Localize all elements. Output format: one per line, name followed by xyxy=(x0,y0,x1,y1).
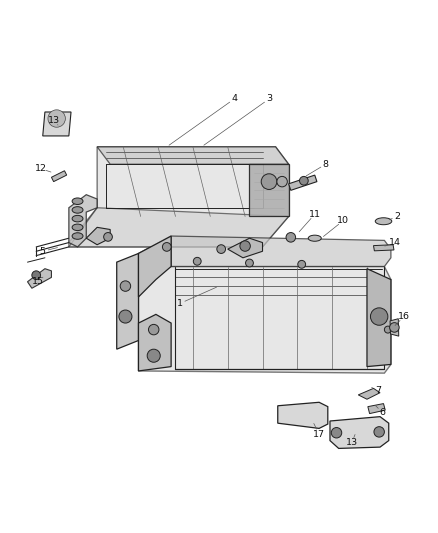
Text: 4: 4 xyxy=(231,94,237,103)
Text: 17: 17 xyxy=(313,430,325,439)
Text: 6: 6 xyxy=(379,408,385,417)
Circle shape xyxy=(240,241,251,251)
Circle shape xyxy=(120,281,131,292)
Ellipse shape xyxy=(72,233,83,239)
Circle shape xyxy=(162,243,171,251)
Text: 15: 15 xyxy=(32,277,44,286)
Polygon shape xyxy=(43,112,71,136)
Polygon shape xyxy=(86,228,110,245)
Ellipse shape xyxy=(308,235,321,241)
Polygon shape xyxy=(117,254,138,349)
Polygon shape xyxy=(278,402,328,429)
Polygon shape xyxy=(69,208,289,247)
Polygon shape xyxy=(171,236,391,266)
Circle shape xyxy=(148,325,159,335)
Circle shape xyxy=(147,349,160,362)
Circle shape xyxy=(277,176,287,187)
Polygon shape xyxy=(374,245,394,251)
Text: 10: 10 xyxy=(337,216,349,225)
Text: 14: 14 xyxy=(389,238,401,247)
Text: 13: 13 xyxy=(346,438,358,447)
Circle shape xyxy=(371,308,388,325)
Text: 3: 3 xyxy=(266,94,272,103)
Polygon shape xyxy=(138,236,391,373)
Circle shape xyxy=(390,322,399,332)
Ellipse shape xyxy=(72,215,83,222)
Text: 5: 5 xyxy=(40,247,46,256)
Circle shape xyxy=(48,110,65,127)
Text: 12: 12 xyxy=(35,164,46,173)
Circle shape xyxy=(32,271,41,279)
Text: 7: 7 xyxy=(375,386,381,395)
Circle shape xyxy=(385,326,391,333)
Polygon shape xyxy=(390,319,399,336)
Circle shape xyxy=(246,259,253,267)
Text: 11: 11 xyxy=(309,210,321,219)
Polygon shape xyxy=(69,195,97,247)
Circle shape xyxy=(331,427,342,438)
Polygon shape xyxy=(228,238,262,258)
Text: 2: 2 xyxy=(395,212,400,221)
Circle shape xyxy=(300,176,308,185)
Circle shape xyxy=(286,232,296,242)
Text: 1: 1 xyxy=(177,299,183,308)
Polygon shape xyxy=(28,269,51,288)
Ellipse shape xyxy=(72,224,83,231)
Ellipse shape xyxy=(375,218,392,225)
Polygon shape xyxy=(51,171,67,182)
Polygon shape xyxy=(358,389,380,399)
Circle shape xyxy=(374,426,385,437)
Circle shape xyxy=(104,232,113,241)
Polygon shape xyxy=(97,147,289,164)
Polygon shape xyxy=(250,164,289,216)
Circle shape xyxy=(193,257,201,265)
Circle shape xyxy=(298,261,306,268)
Polygon shape xyxy=(368,403,385,414)
Polygon shape xyxy=(330,417,389,448)
Polygon shape xyxy=(138,314,171,371)
Text: 8: 8 xyxy=(323,160,328,169)
Ellipse shape xyxy=(72,198,83,205)
Text: 16: 16 xyxy=(398,312,410,321)
Polygon shape xyxy=(138,236,171,297)
Circle shape xyxy=(261,174,277,189)
Polygon shape xyxy=(289,175,317,190)
Ellipse shape xyxy=(72,207,83,213)
Circle shape xyxy=(119,310,132,323)
Circle shape xyxy=(217,245,226,254)
Polygon shape xyxy=(367,269,391,367)
Text: 13: 13 xyxy=(48,116,60,125)
Polygon shape xyxy=(69,147,289,247)
